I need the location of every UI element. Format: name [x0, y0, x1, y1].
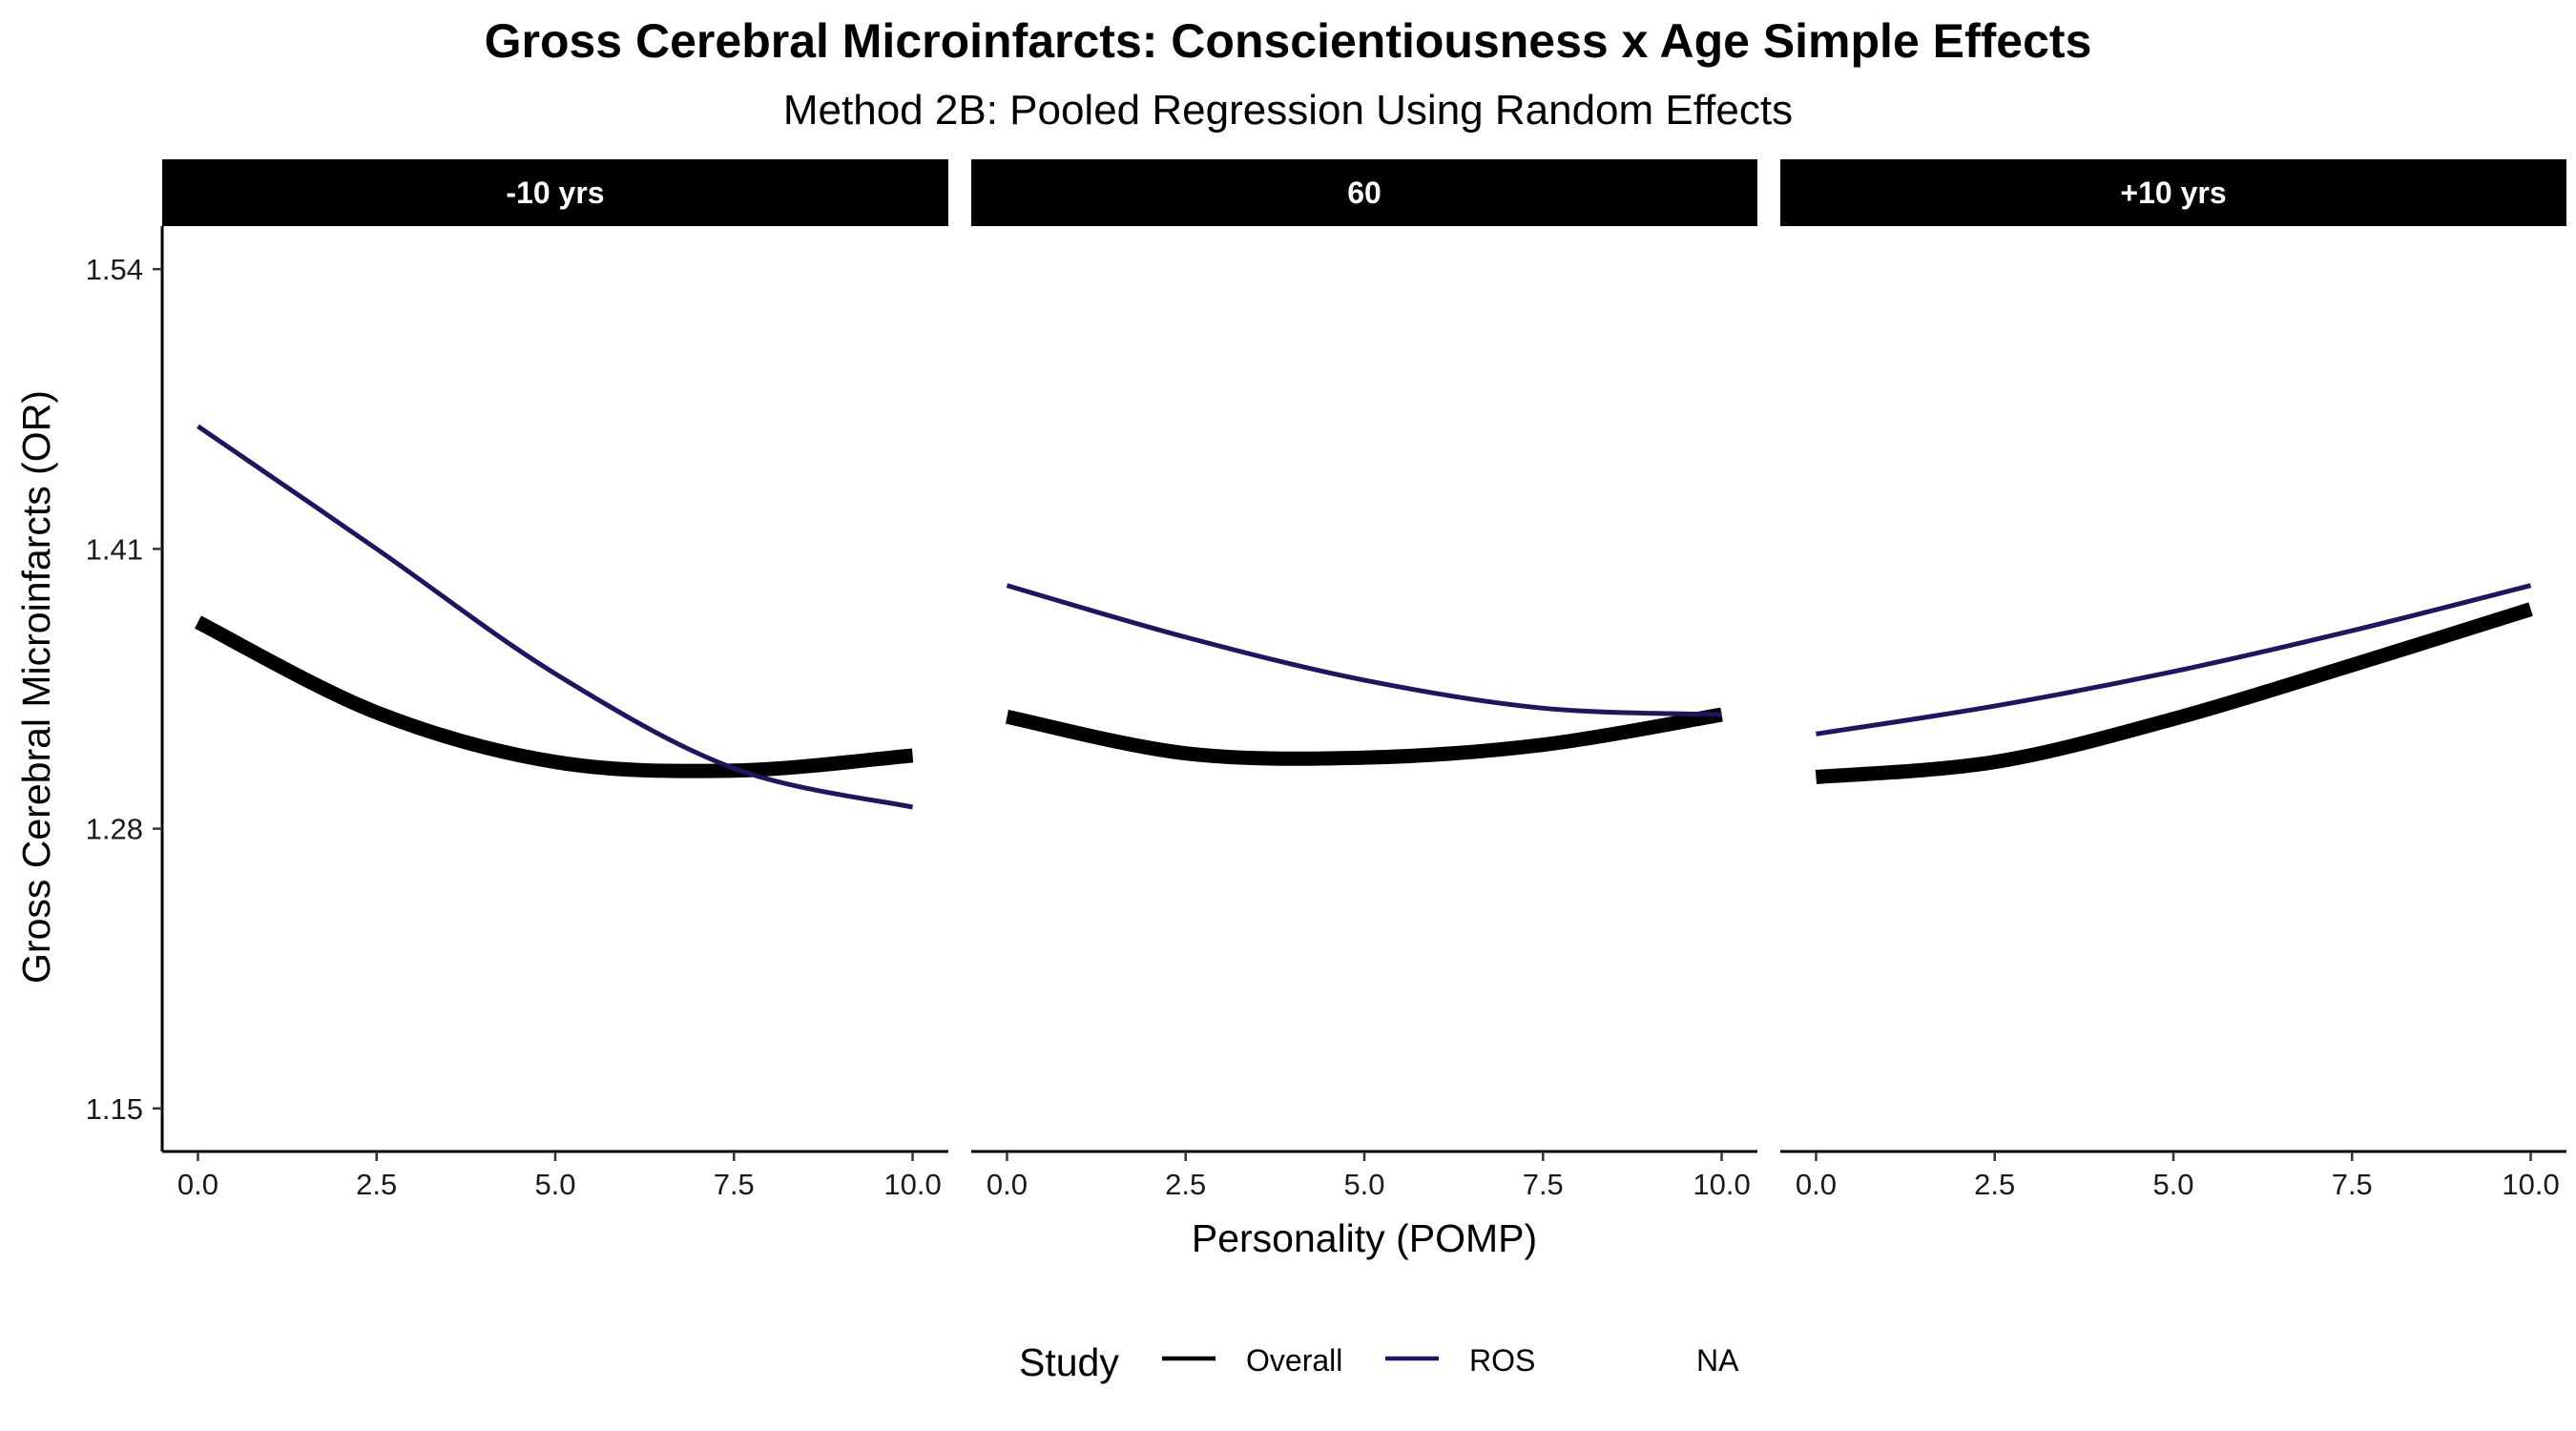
- legend: Study Overall ROS NA: [1019, 1340, 1739, 1384]
- legend-label-na: NA: [1696, 1343, 1739, 1378]
- chart-subtitle: Method 2B: Pooled Regression Using Rando…: [783, 87, 1793, 134]
- facet-panel: +10 yrs 0.0 2.5 5.0 7.5 10.0: [1780, 159, 2566, 1201]
- ros-line: [1006, 583, 1722, 717]
- facet-strip-label: +10 yrs: [2120, 176, 2226, 210]
- x-tick-label: 5.0: [2152, 1168, 2193, 1201]
- x-tick-label: 5.0: [1343, 1168, 1384, 1201]
- x-tick-label: 10.0: [2502, 1168, 2559, 1201]
- x-tick-label: 7.5: [714, 1168, 755, 1201]
- facet-strip: [971, 159, 1757, 226]
- legend-label-overall: Overall: [1246, 1343, 1342, 1378]
- overall-line: [1005, 707, 1723, 766]
- facet-strip-label: -10 yrs: [506, 176, 604, 210]
- x-tick-label: 10.0: [1693, 1168, 1750, 1201]
- overall-line: [195, 615, 914, 778]
- facet-strip: [1780, 159, 2566, 226]
- y-tick-label: 1.41: [86, 532, 143, 566]
- ros-line: [1816, 583, 2532, 736]
- y-tick-label: 1.28: [86, 813, 143, 846]
- x-tick-label: 0.0: [177, 1168, 218, 1201]
- x-axis-title: Personality (POMP): [1192, 1216, 1537, 1260]
- y-tick-label: 1.54: [86, 253, 143, 286]
- x-tick-label: 7.5: [2332, 1168, 2373, 1201]
- x-tick-label: 2.5: [1974, 1168, 2015, 1201]
- x-tick-label: 2.5: [1165, 1168, 1206, 1201]
- facet-strip-label: 60: [1347, 176, 1381, 210]
- x-tick-label: 5.0: [534, 1168, 575, 1201]
- y-tick-label: 1.15: [86, 1092, 143, 1126]
- legend-label-ros: ROS: [1469, 1343, 1535, 1378]
- x-tick-label: 0.0: [987, 1168, 1028, 1201]
- legend-title: Study: [1019, 1340, 1119, 1384]
- x-tick-label: 2.5: [356, 1168, 397, 1201]
- x-tick-label: 7.5: [1523, 1168, 1564, 1201]
- facet-strip: [162, 159, 948, 226]
- x-tick-label: 0.0: [1796, 1168, 1837, 1201]
- facet-panel: -10 yrs 0.0 2.5 5.0 7.5 10.0: [162, 159, 948, 1201]
- ros-line: [197, 424, 914, 810]
- y-axis-title: Gross Cerebral Microinfarcts (OR): [14, 390, 58, 984]
- chart-title: Gross Cerebral Microinfarcts: Conscienti…: [485, 14, 2092, 68]
- x-tick-label: 10.0: [883, 1168, 941, 1201]
- facet-panel: 60 0.0 2.5 5.0 7.5 10.0: [971, 159, 1757, 1201]
- overall-line: [1815, 602, 2533, 784]
